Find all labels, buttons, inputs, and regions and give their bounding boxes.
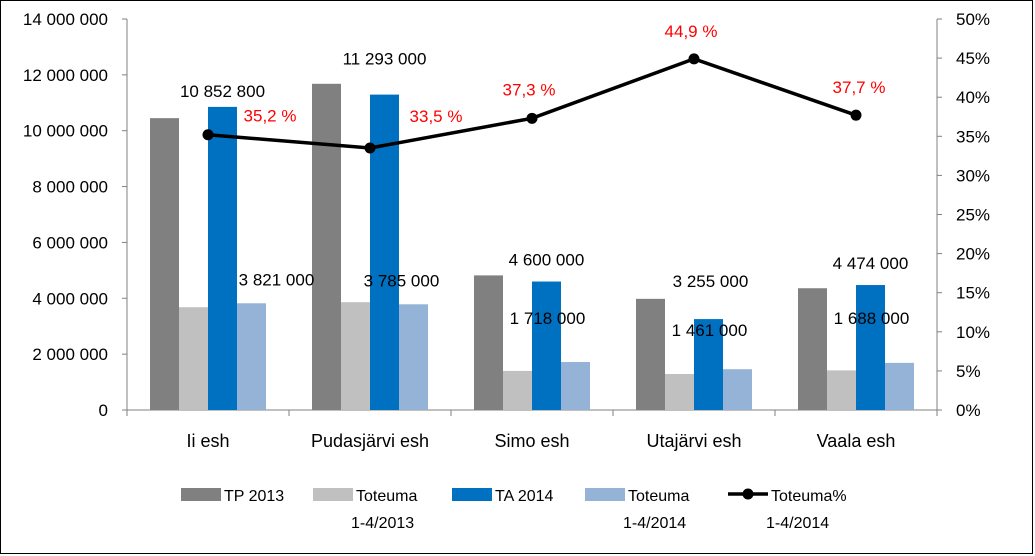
bar-3-4 <box>885 362 914 410</box>
bar-1-4 <box>827 370 856 410</box>
y-tick-label: 2 000 000 <box>32 345 108 364</box>
y2-tick-label: 0% <box>956 401 981 420</box>
y-tick-label: 12 000 000 <box>23 66 108 85</box>
y-tick-label: 10 000 000 <box>23 122 108 141</box>
bar-1-2 <box>503 370 532 410</box>
y2-tick-label: 30% <box>956 166 990 185</box>
line-data-label: 35,2 % <box>244 107 297 126</box>
category-label: Ii esh <box>186 431 229 451</box>
line-point-4 <box>850 109 862 121</box>
legend-swatch-3 <box>585 488 625 501</box>
bar-data-label: 4 474 000 <box>833 254 909 273</box>
legend-swatch-2 <box>452 488 492 501</box>
bar-3-1 <box>399 304 428 410</box>
bar-0-4 <box>798 288 827 410</box>
bar-0-3 <box>636 298 665 410</box>
y2-tick-label: 45% <box>956 49 990 68</box>
bar-2-3 <box>694 319 723 410</box>
legend-swatch-1 <box>313 488 353 501</box>
bar-3-0 <box>237 303 266 410</box>
y2-tick-label: 50% <box>956 10 990 29</box>
line-data-label: 33,5 % <box>410 107 463 126</box>
category-label: Pudasjärvi esh <box>311 431 429 451</box>
bar-1-3 <box>665 373 694 410</box>
legend-label: 1-4/2014 <box>766 515 829 532</box>
line-point-3 <box>688 53 700 65</box>
line-data-label: 37,7 % <box>833 78 886 97</box>
legend-label: 1-4/2013 <box>351 515 414 532</box>
y-tick-label: 8 000 000 <box>32 178 108 197</box>
line-point-0 <box>202 129 214 141</box>
y2-tick-label: 5% <box>956 362 981 381</box>
line-point-2 <box>526 112 538 124</box>
bar-data-label: 3 821 000 <box>239 270 315 289</box>
y-tick-label: 6 000 000 <box>32 233 108 252</box>
legend-label: Toteuma <box>628 488 689 505</box>
category-label: Utajärvi esh <box>646 431 741 451</box>
y-tick-label: 0 <box>99 401 108 420</box>
y2-tick-label: 15% <box>956 284 990 303</box>
bar-1-1 <box>341 302 370 410</box>
bar-1-0 <box>179 307 208 410</box>
y2-tick-label: 20% <box>956 245 990 264</box>
y2-tick-label: 35% <box>956 127 990 146</box>
legend-label: 1-4/2014 <box>623 515 686 532</box>
y2-tick-label: 25% <box>956 206 990 225</box>
line-data-label: 37,3 % <box>503 80 556 99</box>
legend-line-marker <box>742 488 754 500</box>
bar-0-0 <box>150 118 179 411</box>
bar-0-2 <box>474 275 503 410</box>
legend-label: Toteuma% <box>771 488 847 505</box>
bar-3-2 <box>561 362 590 410</box>
y2-tick-label: 40% <box>956 88 990 107</box>
bar-data-label: 3 255 000 <box>673 272 749 291</box>
line-data-label: 44,9 % <box>665 22 718 41</box>
category-label: Simo esh <box>494 431 569 451</box>
bar-data-label: 1 688 000 <box>834 309 910 328</box>
bar-data-label: 11 293 000 <box>343 50 427 69</box>
y-tick-label: 4 000 000 <box>32 289 108 308</box>
legend-swatch-0 <box>181 488 221 501</box>
y2-tick-label: 10% <box>956 323 990 342</box>
bar-2-4 <box>856 285 885 410</box>
bar-2-2 <box>532 281 561 410</box>
line-series <box>207 57 857 150</box>
y-tick-label: 14 000 000 <box>23 10 108 29</box>
line-point-1 <box>364 142 376 154</box>
legend-label: TP 2013 <box>224 488 284 505</box>
bar-2-0 <box>208 106 237 411</box>
bar-data-label: 4 600 000 <box>509 251 585 270</box>
bar-data-label: 3 785 000 <box>364 271 440 290</box>
legend-label: Toteuma <box>356 488 417 505</box>
bar-data-label: 1 718 000 <box>510 309 586 328</box>
bar-3-3 <box>723 369 752 410</box>
category-label: Vaala esh <box>817 431 896 451</box>
legend-label: TA 2014 <box>495 488 554 505</box>
bar-0-1 <box>312 83 341 411</box>
bar-data-label: 1 461 000 <box>672 321 748 340</box>
bar-data-label: 10 852 800 <box>180 82 265 101</box>
